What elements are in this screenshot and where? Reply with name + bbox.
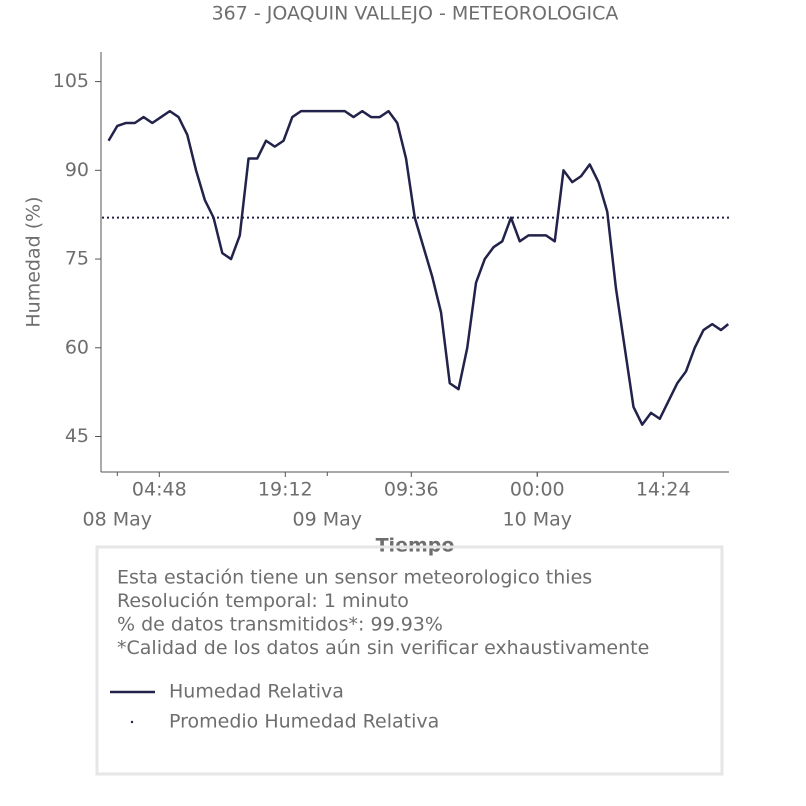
info-note: *Calidad de los datos aún sin verificar … (117, 637, 649, 659)
x-tick-label: 14:24 (636, 479, 691, 501)
y-tick-label: 75 (65, 248, 89, 270)
info-note: Esta estación tiene un sensor meteorolog… (117, 567, 592, 589)
info-note: % de datos transmitidos*: 99.93% (117, 614, 443, 636)
x-tick-label: 09:36 (384, 479, 439, 501)
x-tick-label: 00:00 (510, 479, 565, 501)
y-tick-label: 90 (65, 159, 89, 181)
x-date-label: 10 May (503, 509, 573, 531)
data-line (107, 109, 730, 426)
legend-swatch (130, 720, 134, 724)
info-note: Resolución temporal: 1 minuto (117, 590, 409, 612)
y-tick-label: 45 (65, 425, 89, 447)
y-axis-label: Humedad (%) (23, 196, 45, 327)
y-tick-label: 105 (53, 70, 89, 92)
x-date-label: 08 May (83, 509, 153, 531)
x-tick-label: 19:12 (258, 479, 313, 501)
info-box (95, 545, 724, 776)
x-tick-label: 04:48 (132, 479, 187, 501)
legend-label: Humedad Relativa (169, 681, 344, 703)
chart-title: 367 - JOAQUIN VALLEJO - METEOROLOGICA (212, 3, 619, 25)
legend-label: Promedio Humedad Relativa (169, 711, 439, 733)
y-tick-label: 60 (65, 336, 89, 358)
x-date-label: 09 May (293, 509, 363, 531)
